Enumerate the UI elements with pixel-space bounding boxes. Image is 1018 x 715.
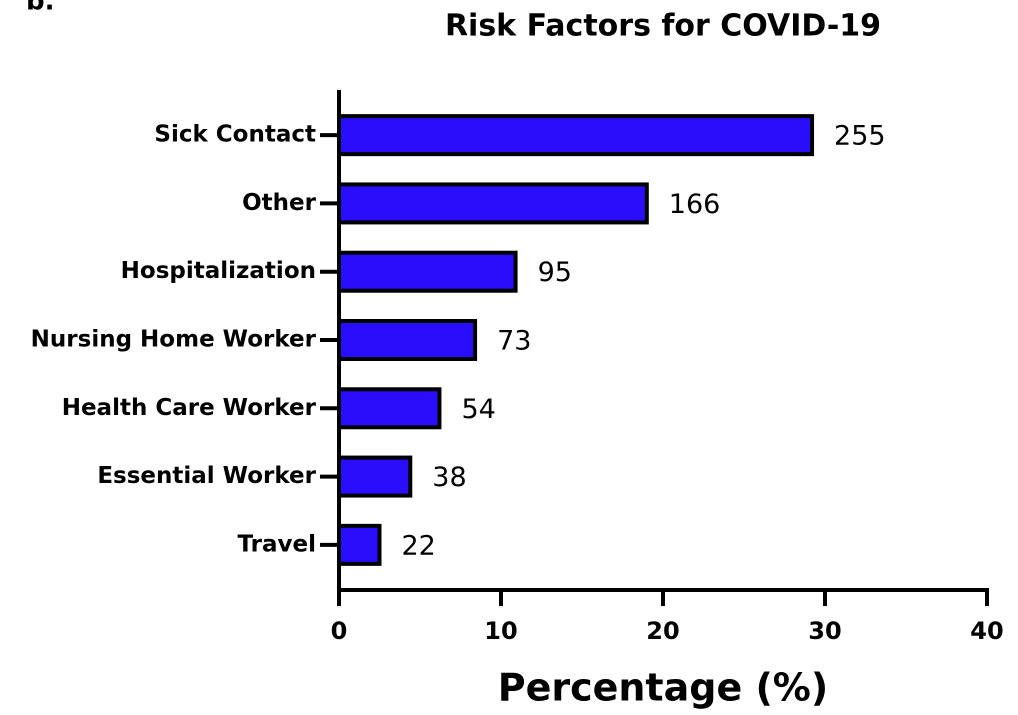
y-tick-label: Nursing Home Worker — [31, 327, 317, 353]
panel-label: b. — [26, 0, 55, 17]
data-label: 38 — [432, 462, 466, 493]
y-tick-label: Travel — [237, 531, 316, 557]
bar — [337, 250, 518, 293]
x-tick-label: 20 — [646, 617, 679, 645]
y-tick-label: Essential Worker — [97, 463, 316, 489]
data-label: 255 — [834, 121, 886, 152]
data-label: 54 — [461, 394, 495, 425]
x-tick-label: 40 — [970, 617, 1003, 645]
x-tick-label: 10 — [484, 617, 517, 645]
data-label: 22 — [402, 530, 436, 561]
data-label: 166 — [669, 189, 721, 220]
bar — [337, 182, 649, 225]
y-tick-label: Health Care Worker — [62, 395, 317, 421]
x-axis-label: Percentage (%) — [498, 666, 829, 710]
bar — [337, 523, 382, 566]
bar — [337, 455, 413, 498]
bar — [337, 319, 478, 361]
y-tick-label: Other — [242, 190, 317, 216]
data-label: 95 — [538, 257, 572, 288]
bar — [337, 114, 815, 157]
y-tick-label: Hospitalization — [121, 258, 316, 284]
x-tick-label: 0 — [331, 617, 348, 645]
data-label: 73 — [497, 326, 531, 357]
x-tick-label: 30 — [808, 617, 841, 645]
chart-title: Risk Factors for COVID-19 — [445, 9, 881, 44]
bar — [337, 387, 442, 430]
y-tick-label: Sick Contact — [154, 122, 316, 148]
